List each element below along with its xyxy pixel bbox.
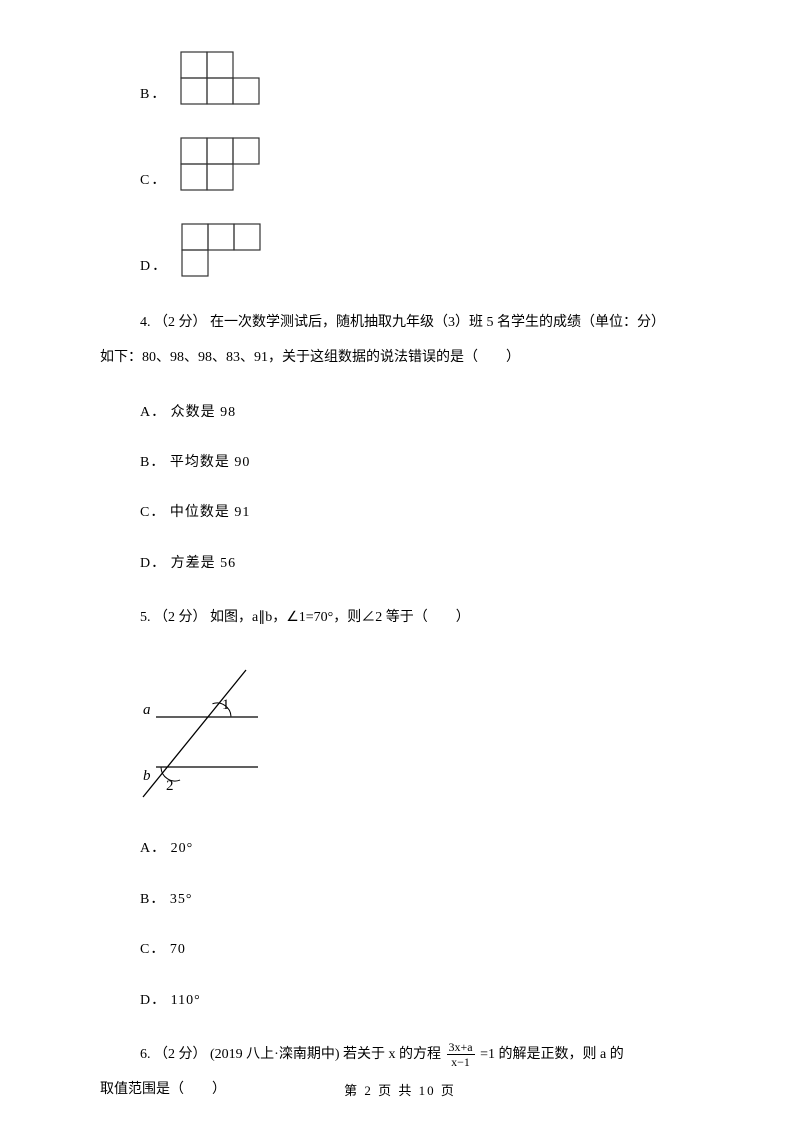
q5-option-d: D． 110° — [140, 990, 700, 1012]
q6-line1: 6. （2 分） (2019 八上·滦南期中) 若关于 x 的方程 3x+a x… — [140, 1040, 700, 1071]
q6-after: =1 的解是正数，则 a 的 — [480, 1047, 624, 1062]
option-b-label: B． — [140, 84, 167, 108]
q4-text-line1: 4. （2 分） 在一次数学测试后，随机抽取九年级（3）班 5 名学生的成绩（单… — [140, 308, 700, 339]
q5-text: 5. （2 分） 如图，a∥b，∠1=70°，则∠2 等于（ ） — [140, 603, 700, 634]
figure-parallel-lines: a b 1 2 — [128, 662, 278, 802]
figure-b — [179, 50, 263, 108]
option-d-label: D． — [140, 256, 168, 280]
q4-option-a: A． 众数是 98 — [140, 402, 700, 424]
q4-option-d: D． 方差是 56 — [140, 553, 700, 575]
page-footer: 第 2 页 共 10 页 — [0, 1081, 800, 1102]
option-b-row: B． — [140, 50, 700, 108]
q5-option-a: A． 20° — [140, 838, 700, 860]
q5-option-b: B． 35° — [140, 889, 700, 911]
q6-frac-den: x−1 — [447, 1055, 475, 1069]
q4-option-b: B． 平均数是 90 — [140, 452, 700, 474]
q6-before: 6. （2 分） (2019 八上·滦南期中) 若关于 x 的方程 — [140, 1047, 445, 1062]
q5-option-c: C． 70 — [140, 939, 700, 961]
option-d-row: D． — [140, 222, 700, 280]
svg-text:b: b — [143, 768, 151, 784]
figure-c — [179, 136, 263, 194]
svg-text:1: 1 — [222, 697, 230, 713]
q4-text-line2: 如下：80、98、98、83、91，关于这组数据的说法错误的是（ ） — [100, 343, 700, 374]
q6-frac-num: 3x+a — [447, 1040, 475, 1055]
figure-d — [180, 222, 264, 280]
q6-fraction: 3x+a x−1 — [447, 1040, 475, 1069]
svg-text:2: 2 — [166, 778, 174, 794]
svg-text:a: a — [143, 702, 151, 718]
option-c-row: C． — [140, 136, 700, 194]
option-c-label: C． — [140, 170, 167, 194]
q4-option-c: C． 中位数是 91 — [140, 502, 700, 524]
q5-figure-wrap: a b 1 2 — [128, 662, 700, 810]
